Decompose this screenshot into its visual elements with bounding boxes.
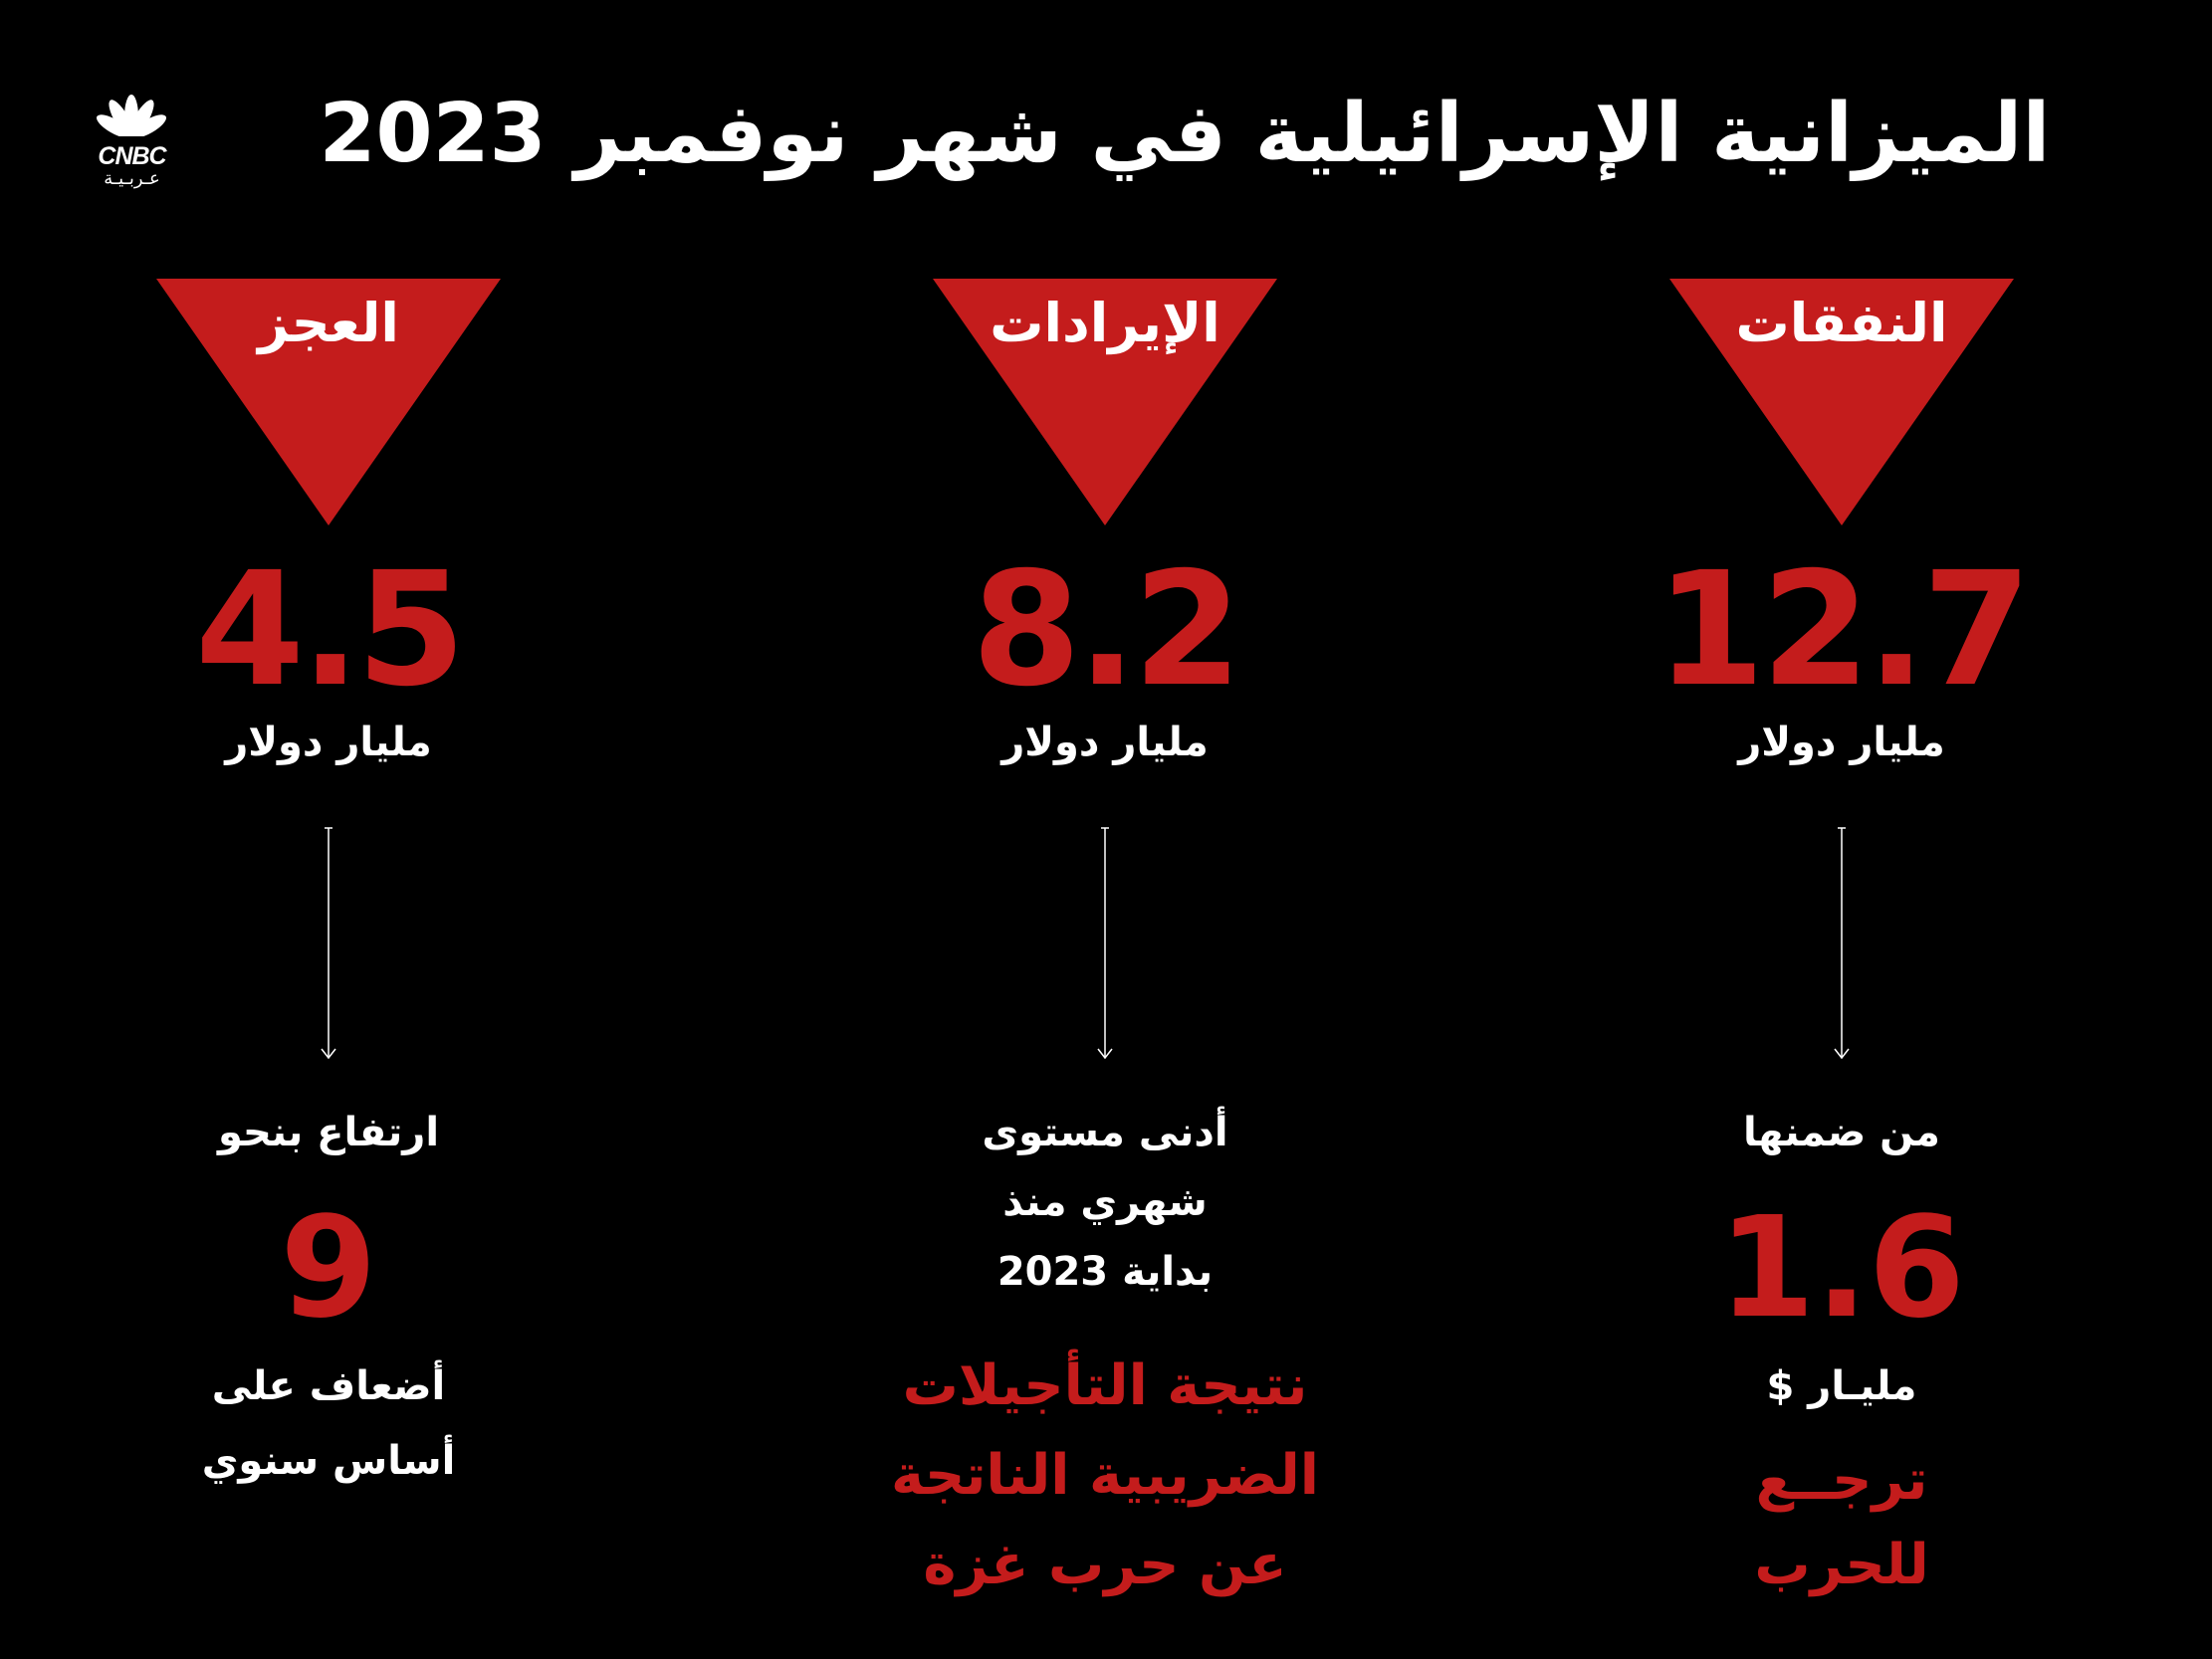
revenues-triangle: [933, 279, 1277, 525]
expenses-column: النفقات 12.7 مليار دولار من ضمنها 1.6 مل…: [1653, 0, 2032, 1659]
revenues-unit: مليار دولار: [1001, 720, 1209, 765]
deficit-sub-value: 9: [280, 1187, 377, 1349]
expenses-sub-value: 1.6: [1717, 1187, 1965, 1349]
expenses-triangle: [1669, 279, 2014, 525]
deficit-after-line-1: أضعاف على: [211, 1363, 446, 1409]
revenues-label: الإيرادات: [990, 292, 1220, 354]
revenues-down-arrow-icon: [1095, 826, 1115, 1061]
expenses-down-arrow-icon: [1832, 826, 1852, 1061]
revenues-column: الإيرادات 8.2 مليار دولار أدنى مستوى شهر…: [891, 0, 1319, 1659]
revenues-note-line-1: أدنى مستوى: [982, 1110, 1228, 1155]
peacock-icon: [70, 95, 194, 144]
expenses-note: من ضمنها: [1743, 1110, 1940, 1155]
page-title: الميزانية الإسرائيلية في شهر نوفمبر 2023: [319, 87, 2051, 181]
revenues-note-line-2: شهري منذ: [1002, 1179, 1208, 1225]
expenses-unit: مليار دولار: [1738, 720, 1945, 765]
deficit-column: العجز 4.5 مليار دولار ارتفاع بنحو 9 أضعا…: [139, 0, 518, 1659]
cnbc-arabia-logo: CNBC عـربـيـة: [70, 85, 194, 194]
logo-arabic-text: عـربـيـة: [104, 168, 160, 189]
deficit-note: ارتفاع بنحو: [217, 1110, 440, 1155]
deficit-unit: مليار دولار: [225, 720, 432, 765]
logo-brand-text: CNBC: [98, 142, 166, 170]
revenues-red-line-1: نتيجة التأجيلات: [902, 1353, 1308, 1418]
deficit-label: العجز: [258, 292, 399, 354]
deficit-after-line-2: أساس سنوي: [201, 1438, 456, 1484]
expenses-red-line-2: للحرب: [1754, 1533, 1929, 1597]
revenues-note-line-3: بداية 2023: [996, 1249, 1214, 1295]
expenses-sub-unit: مليـار $: [1766, 1363, 1917, 1409]
revenues-red-line-2: الضريبية الناتجة: [891, 1443, 1319, 1508]
expenses-label: النفقات: [1735, 292, 1948, 354]
deficit-down-arrow-icon: [319, 826, 338, 1061]
revenues-red-line-3: عن حرب غزة: [923, 1533, 1287, 1597]
expenses-red-line-1: ترجــع: [1755, 1448, 1928, 1513]
revenues-value: 8.2: [972, 538, 1242, 722]
expenses-value: 12.7: [1656, 538, 2032, 722]
deficit-triangle: [156, 279, 501, 525]
deficit-value: 4.5: [195, 538, 466, 722]
